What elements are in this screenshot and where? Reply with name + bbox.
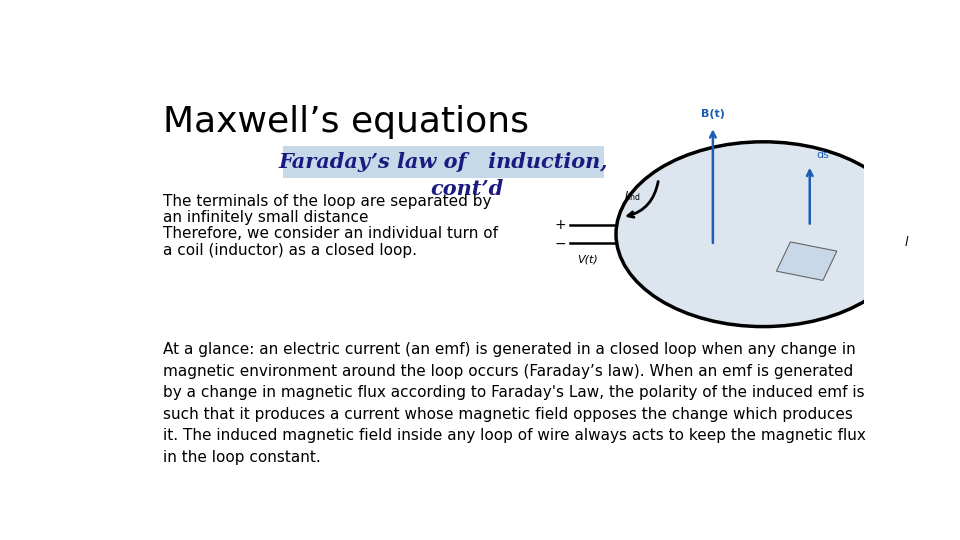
- Text: $I_{\rm ind}$: $I_{\rm ind}$: [624, 189, 640, 202]
- Text: Maxwell’s equations: Maxwell’s equations: [162, 105, 529, 139]
- Text: +: +: [555, 218, 566, 232]
- Text: −: −: [555, 237, 566, 251]
- Text: cont’d: cont’d: [430, 179, 503, 199]
- Polygon shape: [777, 242, 837, 280]
- Ellipse shape: [616, 142, 910, 327]
- Text: V(t): V(t): [577, 254, 598, 264]
- Text: $l$: $l$: [904, 235, 910, 249]
- FancyBboxPatch shape: [283, 146, 605, 178]
- Text: a coil (inductor) as a closed loop.: a coil (inductor) as a closed loop.: [162, 242, 417, 258]
- Text: At a glance: an electric current (an emf) is generated in a closed loop when any: At a glance: an electric current (an emf…: [162, 342, 866, 465]
- Text: an infinitely small distance: an infinitely small distance: [162, 211, 368, 225]
- Text: Therefore, we consider an individual turn of: Therefore, we consider an individual tur…: [162, 226, 497, 241]
- Text: The terminals of the loop are separated by: The terminals of the loop are separated …: [162, 194, 492, 209]
- Text: B(t): B(t): [701, 109, 725, 119]
- Text: Faraday’s law of   induction,: Faraday’s law of induction,: [278, 152, 609, 172]
- Text: ds: ds: [816, 150, 828, 160]
